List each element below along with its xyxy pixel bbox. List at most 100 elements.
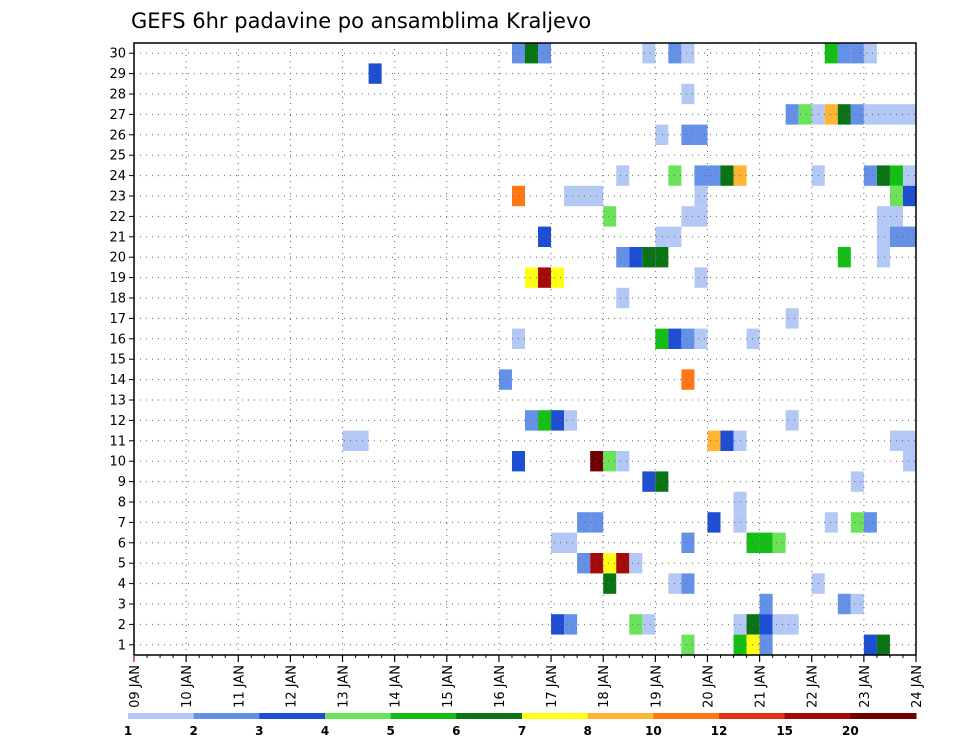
heatmap-cell xyxy=(720,165,734,186)
color-legend: 1 2 3 4 5 6 7 8 10 12 15 20 xyxy=(124,713,917,738)
heatmap-cell xyxy=(837,593,851,615)
y-tick-label: 29 xyxy=(109,67,126,82)
heatmap-cell xyxy=(616,451,630,472)
legend-label: 2 xyxy=(189,724,197,738)
x-tick-label: 19 JAN xyxy=(649,665,664,708)
heatmap-cell xyxy=(798,104,812,125)
heatmap-cell xyxy=(902,430,916,451)
heatmap-cell xyxy=(772,532,786,553)
heatmap-cell xyxy=(642,614,656,635)
heatmap-cell xyxy=(538,267,552,288)
heatmap-cell xyxy=(564,185,578,207)
heatmap-cell xyxy=(694,328,708,349)
heatmap-cell xyxy=(759,634,773,655)
heatmap-cell xyxy=(681,124,695,145)
heatmap-cell xyxy=(642,43,656,64)
x-tick-label: 23 JAN xyxy=(858,665,873,708)
y-tick-label: 24 xyxy=(109,169,126,184)
heatmap-cell xyxy=(525,410,539,431)
x-tick-label: 18 JAN xyxy=(597,665,612,708)
heatmap-cell xyxy=(720,430,734,451)
y-tick-label: 8 xyxy=(118,496,126,511)
y-tick-label: 30 xyxy=(109,47,126,62)
heatmap-cell xyxy=(863,104,877,125)
heatmap-cell xyxy=(498,369,512,390)
heatmap-cell xyxy=(655,226,669,247)
heatmap-cell xyxy=(681,634,695,655)
legend-label: 20 xyxy=(842,724,859,738)
heatmap-cell xyxy=(837,104,851,125)
y-tick-label: 18 xyxy=(109,292,126,307)
heatmap-cell xyxy=(902,226,916,247)
legend-label: 3 xyxy=(255,724,263,738)
heatmap-cell xyxy=(577,185,591,207)
x-tick-label: 22 JAN xyxy=(806,665,821,708)
y-tick-label: 27 xyxy=(109,108,126,123)
heatmap-cell xyxy=(577,512,591,533)
y-tick-label: 26 xyxy=(109,128,126,143)
y-tick-label: 28 xyxy=(109,88,126,103)
x-tick-label: 21 JAN xyxy=(754,665,769,708)
heatmap-cell xyxy=(785,104,799,125)
heatmap-cell xyxy=(655,471,669,492)
y-tick-label: 21 xyxy=(109,230,126,245)
x-tick-label: 14 JAN xyxy=(389,665,404,708)
heatmap-cell xyxy=(694,206,708,227)
legend-label: 7 xyxy=(518,724,526,738)
heatmap-cell xyxy=(525,43,539,64)
y-tick-label: 17 xyxy=(109,312,126,327)
y-tick-label: 5 xyxy=(118,557,126,572)
heatmap-cells xyxy=(342,43,916,655)
heatmap-cell xyxy=(876,226,890,247)
heatmap-cell xyxy=(707,165,721,186)
legend-swatch xyxy=(259,713,326,719)
legend-swatch xyxy=(719,713,786,719)
heatmap-cell xyxy=(642,247,656,268)
heatmap-cell xyxy=(525,267,539,288)
heatmap-cell xyxy=(902,104,916,125)
heatmap-cell xyxy=(616,247,630,268)
heatmap-cell xyxy=(746,614,760,635)
heatmap-cell xyxy=(681,43,695,64)
legend-swatch xyxy=(587,713,654,719)
x-tick-label: 11 JAN xyxy=(232,665,247,708)
heatmap-cell xyxy=(564,614,578,635)
y-tick-label: 7 xyxy=(118,516,126,531)
heatmap-cell xyxy=(538,226,552,247)
heatmap-cell xyxy=(551,614,565,635)
legend-label: 4 xyxy=(321,724,329,738)
legend-swatch xyxy=(325,713,392,719)
heatmap-cell xyxy=(850,104,864,125)
legend-label: 8 xyxy=(583,724,591,738)
legend-swatch xyxy=(193,713,260,719)
heatmap-cell xyxy=(629,553,643,574)
heatmap-cell xyxy=(616,553,630,574)
heatmap-cell xyxy=(603,553,617,574)
heatmap-cell xyxy=(876,247,890,268)
x-axis: 09 JAN 10 JAN 11 JAN 12 JAN 13 JAN 14 JAN 15 J… xyxy=(128,655,925,708)
y-tick-label: 12 xyxy=(109,414,126,429)
legend-swatch xyxy=(128,713,195,719)
heatmap-cell xyxy=(863,634,877,655)
y-tick-label: 20 xyxy=(109,251,126,266)
y-tick-label: 15 xyxy=(109,353,126,368)
heatmap-cell xyxy=(629,247,643,268)
heatmap-cell xyxy=(655,124,669,145)
y-tick-label: 4 xyxy=(118,577,126,592)
heatmap-cell xyxy=(681,83,695,105)
x-tick-label: 17 JAN xyxy=(545,665,560,708)
heatmap-cell xyxy=(772,614,786,635)
y-tick-label: 23 xyxy=(109,190,126,205)
legend-label: 15 xyxy=(776,724,793,738)
x-tick-label: 15 JAN xyxy=(441,665,456,708)
legend-label: 12 xyxy=(711,724,728,738)
heatmap-cell xyxy=(694,124,708,145)
heatmap-cell xyxy=(551,410,565,431)
y-axis: 1234567891011121314151617181920212223242… xyxy=(109,47,134,653)
heatmap-cell xyxy=(629,614,643,635)
chart-title: GEFS 6hr padavine po ansamblima Kraljevo xyxy=(131,9,591,33)
heatmap-cell xyxy=(837,247,851,268)
heatmap-cell xyxy=(785,308,799,329)
heatmap-cell xyxy=(564,532,578,553)
